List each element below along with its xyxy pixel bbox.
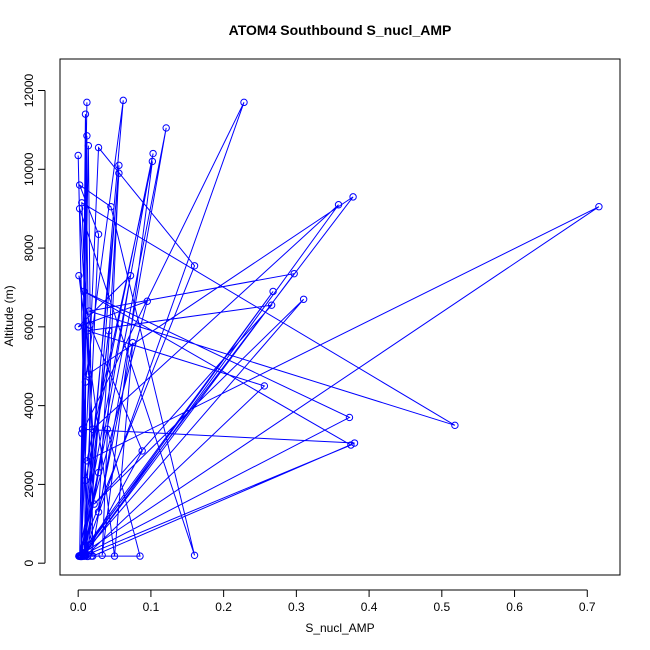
y-tick-label: 12000 — [22, 74, 36, 108]
data-point — [290, 269, 298, 278]
data-point — [345, 413, 354, 422]
data-point — [115, 169, 123, 177]
data-point — [260, 382, 269, 390]
data-point — [86, 321, 94, 329]
data-point — [84, 370, 93, 378]
data-point — [148, 157, 157, 166]
x-tick-label: 0.0 — [70, 600, 87, 614]
y-tick-label: 8000 — [22, 234, 36, 261]
y-tick-label: 2000 — [22, 471, 36, 498]
data-point — [94, 468, 103, 477]
data-point — [350, 439, 359, 447]
data-point — [334, 201, 343, 209]
data-point — [103, 425, 111, 433]
x-tick-label: 0.6 — [506, 600, 523, 614]
data-point — [98, 551, 106, 560]
data-point — [90, 500, 98, 508]
data-point — [115, 161, 123, 170]
data-point — [74, 151, 82, 160]
data-point — [143, 297, 151, 305]
data-point — [85, 307, 93, 315]
axes-layer: 0.0 0.1 0.2 0.3 0.4 0.5 0.6 0.7 0 2000 4000 6000 800… — [22, 74, 596, 614]
data-point — [138, 447, 146, 455]
data-point — [451, 421, 459, 430]
data-point — [269, 287, 277, 296]
data-point — [347, 441, 355, 449]
x-tick-label: 0.5 — [433, 600, 450, 614]
data-point — [119, 96, 127, 105]
data-point — [75, 271, 83, 280]
data-point — [190, 551, 199, 560]
data-point — [107, 203, 115, 211]
data-point — [349, 193, 357, 201]
data-point — [94, 230, 103, 238]
data-point — [81, 110, 90, 118]
data-point — [75, 204, 84, 213]
data-point — [80, 552, 88, 560]
series-line — [77, 100, 600, 558]
data-point — [89, 552, 97, 560]
data-point — [129, 338, 137, 347]
data-point — [299, 295, 308, 303]
data-point — [83, 98, 91, 107]
data-point — [94, 143, 103, 152]
y-axis-label: Altitude (m) — [2, 285, 16, 346]
data-point — [267, 301, 276, 309]
data-point — [89, 425, 97, 433]
data-point — [110, 552, 119, 560]
data-point — [126, 271, 135, 280]
data-point — [78, 429, 86, 437]
y-tick-label: 10000 — [22, 152, 36, 186]
data-point — [162, 124, 170, 132]
data-point — [240, 98, 248, 107]
data-point — [105, 327, 113, 335]
data-point — [78, 425, 87, 433]
x-tick-label: 0.1 — [143, 600, 160, 614]
plot-frame — [59, 58, 621, 576]
data-point — [81, 551, 90, 560]
data-point — [75, 181, 84, 189]
data-point — [74, 323, 82, 331]
data-point — [84, 141, 93, 150]
data-point — [149, 149, 157, 158]
x-tick-label: 0.2 — [215, 600, 232, 614]
y-tick-label: 4000 — [22, 392, 36, 419]
data-point — [83, 132, 91, 140]
x-tick-label: 0.7 — [579, 600, 596, 614]
chart-title: ATOM4 Southbound S_nucl_AMP — [229, 22, 452, 38]
y-tick-label: 6000 — [22, 313, 36, 340]
x-tick-label: 0.3 — [288, 600, 305, 614]
x-axis-label: S_nucl_AMP — [305, 621, 374, 635]
markers-layer — [74, 96, 603, 561]
x-tick-label: 0.4 — [361, 600, 378, 614]
data-point — [136, 552, 144, 560]
data-point — [83, 457, 91, 465]
data-point — [81, 476, 90, 485]
data-point — [190, 262, 199, 270]
data-point — [94, 508, 103, 516]
y-tick-label: 0 — [22, 560, 36, 567]
data-point — [595, 203, 603, 211]
data-point — [80, 287, 88, 296]
data-point — [81, 378, 90, 386]
series-layer — [77, 100, 600, 558]
